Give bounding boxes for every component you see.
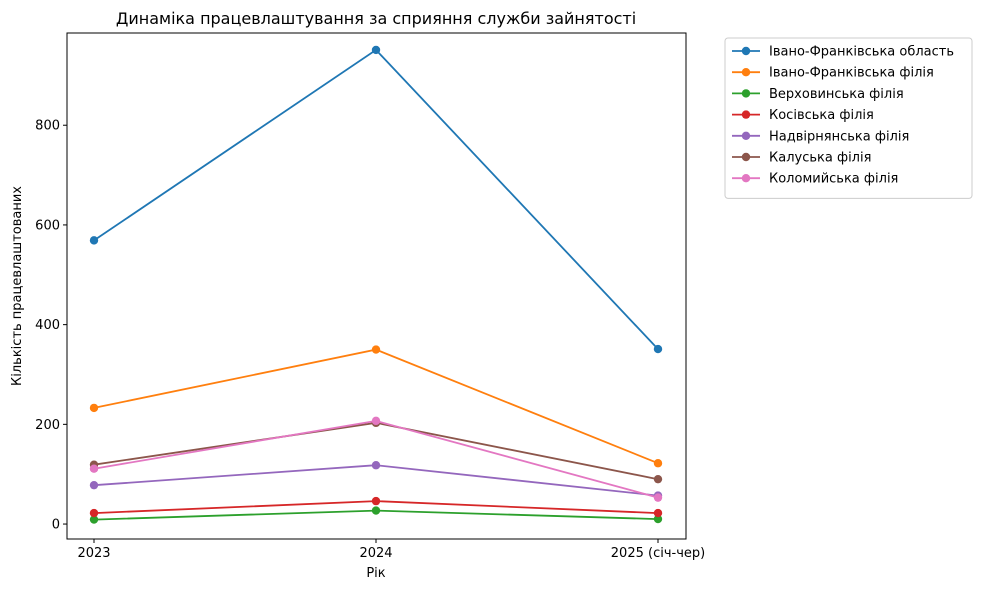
legend-label: Косівська філія bbox=[769, 108, 874, 123]
legend-entry: Коломийська філія bbox=[732, 172, 898, 187]
legend-label: Надвірнянська філія bbox=[769, 129, 909, 144]
legend-label: Верховинська філія bbox=[769, 87, 904, 102]
data-point bbox=[89, 480, 99, 490]
legend-label: Коломийська філія bbox=[769, 172, 898, 187]
y-tick-label: 0 bbox=[52, 518, 60, 533]
legend-entry: Івано-Франківська область bbox=[732, 45, 954, 60]
x-axis-label: Рік bbox=[366, 566, 385, 581]
data-point bbox=[653, 474, 663, 484]
legend-entry: Надвірнянська філія bbox=[732, 129, 909, 144]
y-tick-label: 800 bbox=[35, 119, 60, 134]
legend-label: Калуська філія bbox=[769, 151, 871, 166]
data-point bbox=[371, 345, 381, 354]
axes: 0 200 400 600 800 2023 2024 2025 (січ-чер) bbox=[35, 32, 705, 561]
chart-title: Динаміка працевлаштування за сприяння сл… bbox=[116, 9, 636, 28]
data-point bbox=[653, 508, 663, 518]
legend-swatch-marker bbox=[741, 46, 751, 56]
series-line bbox=[93, 348, 659, 465]
legend-entry: Івано-Франківська філія bbox=[732, 66, 934, 81]
data-point bbox=[371, 496, 381, 506]
series-7 bbox=[89, 416, 663, 502]
legend-swatch-marker bbox=[741, 131, 751, 140]
data-point bbox=[653, 493, 663, 502]
x-tick-label: 2024 bbox=[359, 546, 392, 561]
data-point bbox=[653, 344, 663, 354]
legend-swatch-marker bbox=[741, 110, 751, 119]
series-line bbox=[93, 48, 659, 350]
series-layer bbox=[89, 45, 663, 524]
legend-swatch-marker bbox=[741, 89, 751, 98]
series-3 bbox=[89, 506, 663, 524]
y-tick-label: 200 bbox=[35, 418, 60, 433]
legend: Івано-Франківська область Івано-Франківсь… bbox=[724, 37, 973, 199]
legend-swatch-marker bbox=[741, 174, 751, 183]
series-2 bbox=[89, 345, 663, 468]
data-point bbox=[89, 236, 99, 245]
data-point bbox=[371, 416, 381, 426]
series-line bbox=[93, 421, 659, 481]
legend-swatch-marker bbox=[741, 68, 751, 77]
legend-entry: Косівська філія bbox=[732, 108, 874, 123]
series-5 bbox=[89, 461, 663, 500]
y-tick-label: 400 bbox=[35, 318, 60, 333]
legend-entry: Калуська філія bbox=[732, 151, 871, 166]
data-point bbox=[89, 464, 99, 473]
series-line bbox=[93, 464, 659, 497]
x-tick-label: 2025 (січ-чер) bbox=[611, 546, 705, 561]
y-axis-label: Кількість працевлаштованих bbox=[10, 186, 25, 386]
legend-label: Івано-Франківська філія bbox=[769, 66, 934, 81]
data-point bbox=[371, 45, 381, 55]
series-1 bbox=[89, 45, 663, 354]
data-point bbox=[89, 515, 99, 524]
series-4 bbox=[89, 496, 663, 518]
data-point bbox=[653, 514, 663, 524]
legend-entry: Верховинська філія bbox=[732, 87, 904, 102]
series-6 bbox=[89, 418, 663, 484]
legend-swatch-marker bbox=[741, 152, 751, 162]
data-point bbox=[371, 506, 381, 515]
legend-label: Івано-Франківська область bbox=[769, 45, 954, 60]
x-tick-label: 2023 bbox=[77, 546, 110, 561]
data-point bbox=[89, 403, 99, 413]
data-point bbox=[89, 508, 99, 518]
legend-frame bbox=[724, 37, 973, 199]
data-point bbox=[653, 459, 663, 468]
data-point bbox=[371, 461, 381, 470]
y-tick-label: 600 bbox=[35, 218, 60, 233]
